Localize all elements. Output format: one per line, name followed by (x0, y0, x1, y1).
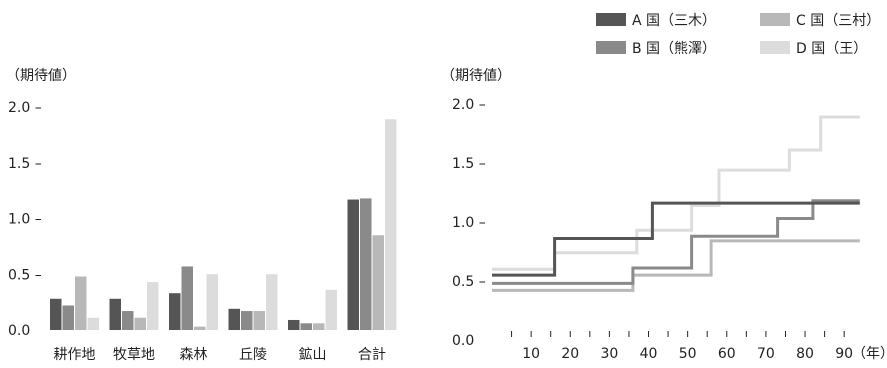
bar (181, 266, 193, 330)
bar (241, 311, 253, 330)
y-tick-label: 0.5 – (452, 274, 486, 290)
x-tick-label: 丘陵 (239, 347, 267, 363)
y-tick-label: 0.5 – (8, 267, 42, 283)
bar (313, 323, 325, 330)
legend-swatch (760, 13, 790, 26)
y-axis-title: （期待値） (6, 68, 76, 84)
bar (109, 298, 121, 330)
bar (169, 293, 181, 330)
x-tick-label: 40 (640, 346, 658, 362)
y-tick-label: 1.5 – (452, 156, 486, 172)
bar (75, 276, 87, 330)
legend: A 国（三木） C 国（三村） B 国（熊澤） D 国（王） (596, 13, 880, 57)
y-tick-label: 2.0 – (452, 97, 486, 113)
y-tick-label: 0.0 (8, 323, 30, 339)
legend-label: B 国（熊澤） (632, 41, 716, 57)
bar (87, 317, 99, 330)
x-tick-label: 耕作地 (54, 346, 96, 363)
y-tick-label: 1.5 – (8, 156, 42, 172)
bar (228, 308, 240, 330)
legend-label: D 国（王） (796, 41, 867, 57)
y-tick-label: 1.0 – (452, 215, 486, 231)
bar (300, 323, 312, 330)
x-tick-label: 70 (757, 346, 775, 362)
bar (347, 199, 359, 330)
bar (147, 282, 159, 330)
x-tick-label: 10 (522, 346, 540, 362)
x-tick-label: 合計 (358, 347, 386, 363)
series-line (492, 239, 860, 292)
bar-chart-panel: （期待値） 0.0 0.5 – 1.0 – 1.5 – 2.0 – 耕作地 牧草地 森林 丘陵 鉱山… (6, 68, 397, 363)
bar (325, 289, 337, 330)
x-tick-label: 50 (679, 346, 697, 362)
bar (50, 298, 62, 330)
x-tick-label: 鉱山 (299, 346, 327, 363)
series-line (492, 115, 860, 271)
line-chart-panel: （期待値） 0.0 0.5 – 1.0 – 1.5 – 2.0 – 10 20 30 40 50 60… (441, 68, 887, 362)
legend-swatch (760, 41, 790, 54)
bar (122, 311, 134, 330)
y-tick-label: 1.0 – (8, 212, 42, 228)
y-tick-label: 0.0 (452, 333, 474, 349)
bar (385, 119, 397, 330)
x-axis-title: （年） (852, 346, 887, 362)
series-line (492, 199, 860, 285)
legend-swatch (596, 41, 626, 54)
bar (134, 317, 146, 330)
bar (206, 274, 218, 330)
bar (253, 311, 265, 330)
legend-swatch (596, 13, 626, 26)
x-tick-label: 森林 (180, 347, 208, 363)
bar (360, 198, 372, 330)
x-tick-label: 80 (796, 346, 814, 362)
legend-label: A 国（三木） (632, 13, 716, 29)
x-tick-label: 30 (600, 346, 618, 362)
y-axis-title: （期待値） (441, 68, 511, 84)
bar (62, 305, 74, 330)
x-tick-label: 牧草地 (113, 347, 155, 363)
series-line (492, 201, 860, 277)
x-tick-label: 20 (561, 346, 579, 362)
x-tick-label: 60 (718, 346, 736, 362)
bar (266, 274, 278, 330)
bar (372, 235, 384, 330)
bar (288, 319, 300, 330)
legend-label: C 国（三村） (796, 13, 880, 29)
bar (194, 326, 206, 330)
x-tick-label: 90 (835, 346, 853, 362)
y-tick-label: 2.0 – (8, 100, 42, 116)
